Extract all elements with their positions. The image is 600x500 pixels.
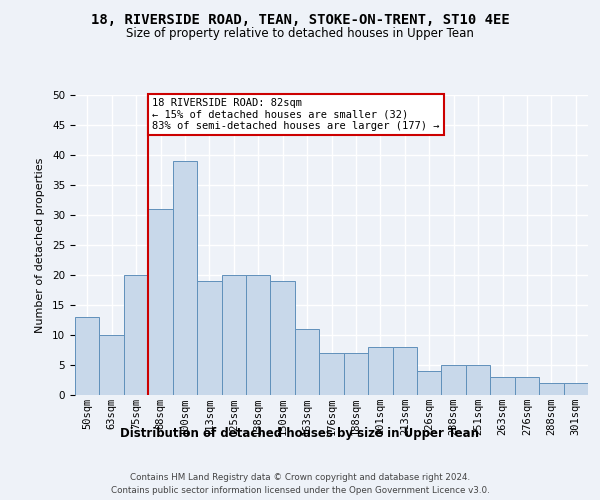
Bar	[148, 209, 173, 395]
Bar	[515, 377, 539, 395]
Bar	[539, 383, 563, 395]
Text: Contains public sector information licensed under the Open Government Licence v3: Contains public sector information licen…	[110, 486, 490, 495]
Bar	[442, 365, 466, 395]
Bar	[392, 347, 417, 395]
Text: Contains HM Land Registry data © Crown copyright and database right 2024.: Contains HM Land Registry data © Crown c…	[130, 472, 470, 482]
Bar	[344, 353, 368, 395]
Text: Size of property relative to detached houses in Upper Tean: Size of property relative to detached ho…	[126, 28, 474, 40]
Text: 18 RIVERSIDE ROAD: 82sqm
← 15% of detached houses are smaller (32)
83% of semi-d: 18 RIVERSIDE ROAD: 82sqm ← 15% of detach…	[152, 98, 439, 131]
Bar	[295, 329, 319, 395]
Bar	[271, 281, 295, 395]
Text: Distribution of detached houses by size in Upper Tean: Distribution of detached houses by size …	[121, 428, 479, 440]
Bar	[417, 371, 442, 395]
Bar	[75, 317, 100, 395]
Bar	[319, 353, 344, 395]
Bar	[221, 275, 246, 395]
Bar	[173, 161, 197, 395]
Bar	[100, 335, 124, 395]
Bar	[563, 383, 588, 395]
Text: 18, RIVERSIDE ROAD, TEAN, STOKE-ON-TRENT, ST10 4EE: 18, RIVERSIDE ROAD, TEAN, STOKE-ON-TRENT…	[91, 12, 509, 26]
Y-axis label: Number of detached properties: Number of detached properties	[35, 158, 45, 332]
Bar	[246, 275, 271, 395]
Bar	[368, 347, 392, 395]
Bar	[197, 281, 221, 395]
Bar	[124, 275, 148, 395]
Bar	[466, 365, 490, 395]
Bar	[490, 377, 515, 395]
